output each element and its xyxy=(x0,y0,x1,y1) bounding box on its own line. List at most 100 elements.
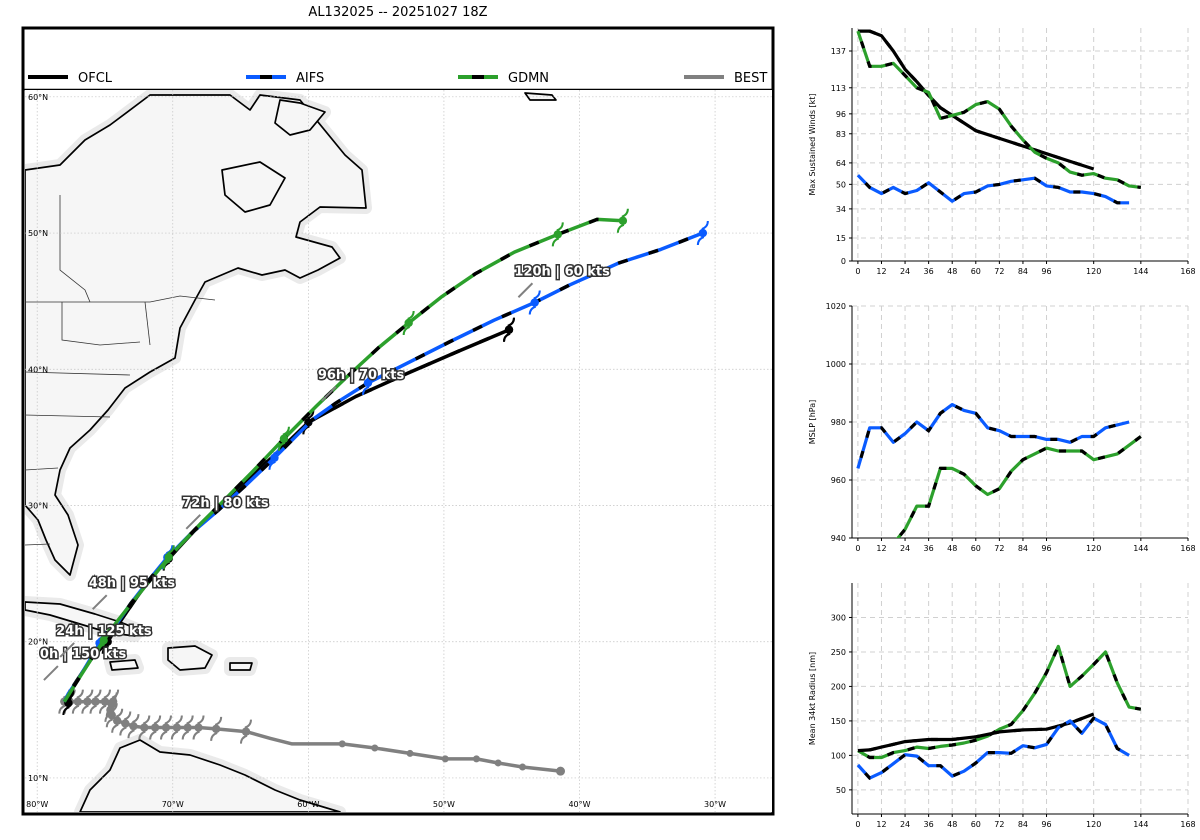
hurricane-symbol-aifs-arm xyxy=(165,545,174,555)
best-hurricane-symbol xyxy=(140,723,149,732)
y-tick-label: 980 xyxy=(831,418,846,427)
best-hurricane-symbol-arm xyxy=(127,729,135,739)
hurricane-symbol-gdmn xyxy=(404,318,413,328)
x-tick-label: 12 xyxy=(876,267,886,276)
hurricane-symbol-aifs-arm xyxy=(366,370,374,380)
panel-lines xyxy=(856,402,1142,538)
annotation-leader xyxy=(43,665,59,681)
best-hurricane-symbol-arm xyxy=(111,689,120,699)
lon-label: 80°W xyxy=(26,800,48,809)
best-hurricane-symbol xyxy=(183,723,192,732)
x-tick-label: 24 xyxy=(900,544,910,553)
x-tick-label: 144 xyxy=(1133,820,1148,829)
hurricane-symbol-gdmn-arm xyxy=(551,237,560,247)
hurricane-symbol-gdmn xyxy=(164,553,173,562)
hurricane-symbol-ofcl-arm xyxy=(507,317,515,327)
legend-label-best: BEST xyxy=(734,71,767,86)
x-tick-label: 36 xyxy=(924,544,934,553)
best-hurricane-symbol-arm xyxy=(81,704,89,714)
panel-radius-34kt: 0 12 24 36 48 60 72 84 96 120 144 168 50 100 150 200 250… xyxy=(808,583,1196,829)
best-hurricane-symbol-arm xyxy=(175,715,183,725)
lat-label: 60°N xyxy=(28,93,48,102)
annotation-label: 72h | 80 kts xyxy=(182,496,269,511)
panel-mslp: 0 12 24 36 48 60 72 84 96 120 144 168 940 960 980 1000 1… xyxy=(808,302,1196,553)
x-tick-label: 0 xyxy=(855,267,860,276)
best-hurricane-symbol-arm xyxy=(170,730,179,740)
best-hurricane-symbol-arm xyxy=(98,704,107,714)
lat-label: 20°N xyxy=(28,638,48,647)
x-tick-label: 168 xyxy=(1180,544,1195,553)
y-tick-label: 50 xyxy=(836,786,846,795)
legend: OFCL AIFS GDMN BEST xyxy=(28,71,767,86)
land-outline xyxy=(25,92,557,812)
annotation-label: 120h | 60 kts xyxy=(514,264,610,279)
series-dash-gdmn xyxy=(856,30,1142,189)
hurricane-symbol-ofcl-arm xyxy=(67,690,75,700)
series-dash-aifs xyxy=(856,402,1130,469)
y-tick-label: 960 xyxy=(831,476,846,485)
x-tick-label: 0 xyxy=(855,544,860,553)
lat-label: 40°N xyxy=(28,365,48,374)
hurricane-symbol-gdmn-arm xyxy=(167,545,175,555)
y-tick-label: 34 xyxy=(836,205,846,214)
series-dash-gdmn xyxy=(895,435,1142,538)
state-borders xyxy=(25,195,216,546)
intensity-panels: 0 12 24 36 48 60 72 84 96 120 144 16801534506483961… xyxy=(808,28,1196,829)
lon-label: 70°W xyxy=(162,800,184,809)
track-best xyxy=(58,689,566,776)
hurricane-symbol-aifs-arm xyxy=(268,460,276,470)
annotation-label: 0h | 150 kts xyxy=(40,647,127,662)
x-tick-label: 144 xyxy=(1133,267,1148,276)
x-tick-label: 120 xyxy=(1086,267,1101,276)
track-gdmn xyxy=(62,208,629,703)
lon-label: 60°W xyxy=(297,800,319,809)
best-hurricane-symbol-arm xyxy=(94,689,102,699)
series-dash-aifs xyxy=(856,174,1130,205)
series-dash-aifs xyxy=(856,716,1130,781)
best-hurricane-symbol-arm xyxy=(159,730,168,740)
x-tick-label: 72 xyxy=(994,267,1004,276)
hurricane-symbol-ofcl xyxy=(504,325,514,334)
y-tick-label: 0 xyxy=(841,257,846,266)
best-hurricane-symbol xyxy=(211,724,221,734)
best-hurricane-symbol-arm xyxy=(210,731,218,741)
best-marker xyxy=(406,749,414,757)
best-hurricane-symbol xyxy=(108,697,118,706)
x-tick-label: 60 xyxy=(971,820,981,829)
track-map: 0h | 150 kts 24h | 125 kts 48h | 95 kts 72h… xyxy=(25,90,772,812)
hurricane-symbol-gdmn xyxy=(553,230,562,239)
best-hurricane-symbol xyxy=(150,723,160,732)
hurricane-symbol-aifs-arm xyxy=(533,290,541,300)
best-hurricane-symbol xyxy=(121,719,130,728)
x-tick-label: 12 xyxy=(876,544,886,553)
annotation-leader xyxy=(92,594,108,610)
hurricane-symbol-gdmn-arm xyxy=(407,310,415,320)
hurricane-symbol-gdmn-arm xyxy=(556,222,564,232)
x-tick-label: 24 xyxy=(900,267,910,276)
best-hurricane-symbol-arm xyxy=(111,723,119,733)
annotation-leader xyxy=(517,282,534,298)
best-hurricane-symbol-arm xyxy=(197,715,205,725)
panel-max-winds: 0 12 24 36 48 60 72 84 96 120 144 168 0 15 34 50 64 83 96 1… xyxy=(808,28,1196,276)
y-tick-label: 1000 xyxy=(826,360,846,369)
y-tick-label: 15 xyxy=(836,234,846,243)
x-tick-label: 60 xyxy=(971,267,981,276)
hurricane-symbol-gdmn xyxy=(618,216,628,225)
hurricane-symbol-aifs-arm xyxy=(696,236,705,246)
track-annotations: 0h | 150 kts 24h | 125 kts 48h | 95 kts 72h… xyxy=(38,263,612,681)
best-hurricane-symbol xyxy=(73,697,83,706)
best-hurricane-symbol xyxy=(194,723,203,732)
lon-label: 50°W xyxy=(433,800,455,809)
annotation-leader xyxy=(321,386,337,402)
x-tick-label: 72 xyxy=(994,820,1004,829)
hurricane-symbol-aifs xyxy=(363,378,373,388)
best-hurricane-symbol-arm xyxy=(214,716,223,726)
hurricane-symbol-ofcl-arm xyxy=(101,644,110,654)
x-tick-label: 84 xyxy=(1018,267,1028,276)
best-hurricane-symbol-arm xyxy=(181,730,190,740)
hurricane-symbol-gdmn xyxy=(279,434,289,443)
x-tick-label: 60 xyxy=(971,544,981,553)
x-tick-label: 96 xyxy=(1041,267,1051,276)
best-hurricane-symbol-arm xyxy=(138,730,146,740)
best-hurricane-symbol-arm xyxy=(132,714,140,724)
